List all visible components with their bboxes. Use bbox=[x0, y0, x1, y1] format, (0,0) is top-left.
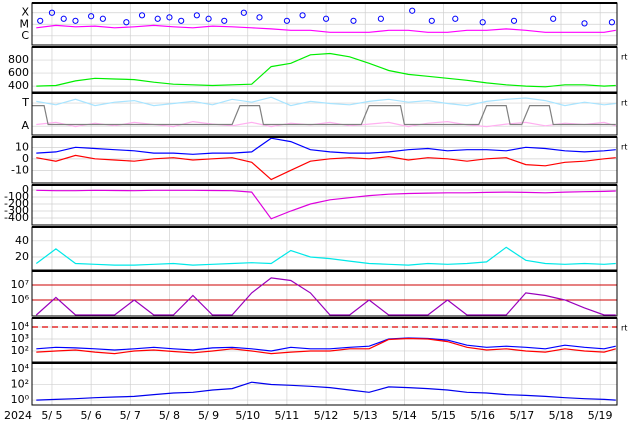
plot-area bbox=[36, 7, 616, 33]
plot-area bbox=[35, 246, 616, 266]
y-tick-label: 10⁷ bbox=[11, 278, 29, 291]
marker bbox=[88, 13, 95, 20]
marker bbox=[377, 15, 384, 22]
y-tick-label: 800 bbox=[8, 53, 29, 66]
y-tick-label: -10 bbox=[11, 163, 29, 176]
x-tick-label: 5/10 bbox=[235, 409, 260, 422]
marker bbox=[409, 7, 416, 14]
marker bbox=[608, 19, 616, 26]
y-tick-label: M bbox=[20, 17, 30, 30]
x-tick-label: 5/18 bbox=[549, 409, 574, 422]
annotation: rt bbox=[621, 99, 627, 108]
marker bbox=[283, 17, 291, 24]
series-line bbox=[36, 337, 616, 352]
marker bbox=[510, 17, 518, 24]
marker bbox=[138, 12, 146, 19]
marker bbox=[240, 9, 247, 16]
plot-area bbox=[36, 52, 616, 88]
series-line bbox=[36, 96, 616, 107]
y-tick-label: -400 bbox=[4, 211, 29, 224]
marker bbox=[48, 9, 56, 16]
series-line bbox=[36, 337, 616, 355]
marker bbox=[166, 14, 173, 21]
marker bbox=[37, 17, 44, 24]
annotation: rt bbox=[621, 143, 627, 152]
y-tick-label: 10 bbox=[15, 140, 29, 153]
x-tick-label: 5/11 bbox=[275, 409, 300, 422]
marker bbox=[479, 19, 486, 26]
marker bbox=[72, 17, 79, 24]
y-tick-label: 10² bbox=[11, 378, 29, 391]
y-tick-label: 20 bbox=[15, 250, 29, 263]
x-tick-label: 5/ 6 bbox=[81, 409, 102, 422]
series-line bbox=[36, 137, 616, 155]
marker bbox=[221, 17, 228, 24]
marker bbox=[428, 17, 435, 24]
x-tick-label: 5/ 8 bbox=[159, 409, 180, 422]
series-line bbox=[35, 277, 616, 316]
y-tick-label: -300 bbox=[4, 204, 29, 217]
y-tick-label: T bbox=[21, 96, 29, 109]
x-tick-label: 5/ 7 bbox=[120, 409, 141, 422]
y-tick-label: 40 bbox=[15, 234, 29, 247]
x-tick-label: 5/ 5 bbox=[41, 409, 62, 422]
marker bbox=[581, 20, 588, 27]
y-tick-label: -100 bbox=[4, 190, 29, 203]
x-tick-label: 5/19 bbox=[588, 409, 613, 422]
annotation: rt bbox=[621, 324, 627, 333]
x-tick-label: 5/16 bbox=[470, 409, 495, 422]
marker bbox=[452, 15, 459, 22]
y-tick-label: 10⁰ bbox=[11, 393, 30, 406]
marker bbox=[350, 17, 357, 24]
marker bbox=[256, 14, 263, 21]
series-line bbox=[36, 189, 616, 220]
x-tick-label: 5/13 bbox=[353, 409, 378, 422]
plot-area bbox=[35, 277, 616, 316]
y-tick-label: C bbox=[21, 29, 29, 42]
x-tick-label: 5/15 bbox=[431, 409, 456, 422]
marker bbox=[154, 15, 161, 22]
x-tick-label: 5/17 bbox=[509, 409, 534, 422]
series-line bbox=[35, 246, 616, 266]
marker bbox=[60, 15, 67, 22]
marker bbox=[193, 12, 200, 19]
marker bbox=[550, 15, 557, 22]
marker bbox=[99, 15, 106, 22]
y-tick-label: 400 bbox=[8, 79, 29, 92]
marker bbox=[123, 19, 130, 26]
y-tick-label: 0 bbox=[22, 152, 29, 165]
x-tick-label: 5/ 9 bbox=[198, 409, 219, 422]
series-line bbox=[36, 120, 616, 128]
y-tick-label: -200 bbox=[4, 197, 29, 210]
y-tick-label: 600 bbox=[8, 66, 29, 79]
marker bbox=[205, 15, 212, 22]
marker bbox=[299, 12, 306, 19]
series-line bbox=[36, 154, 616, 181]
y-tick-label: 10² bbox=[11, 344, 29, 357]
plot-area bbox=[36, 381, 616, 401]
x-axis-label: 2024 bbox=[4, 409, 32, 422]
plot-area bbox=[32, 96, 616, 128]
plot-area bbox=[36, 189, 616, 220]
y-tick-label: A bbox=[21, 119, 29, 132]
y-tick-label: 10⁴ bbox=[11, 320, 30, 333]
y-tick-label: 0 bbox=[22, 183, 29, 196]
y-tick-label: X bbox=[21, 6, 29, 19]
y-tick-label: 10³ bbox=[11, 332, 29, 345]
series-line bbox=[36, 381, 616, 401]
y-tick-label: 10⁴ bbox=[11, 362, 30, 375]
plot-area bbox=[36, 137, 616, 181]
marker bbox=[178, 17, 185, 24]
annotation: rt bbox=[621, 53, 627, 62]
series-line bbox=[32, 105, 616, 126]
x-tick-label: 5/12 bbox=[314, 409, 339, 422]
y-tick-label: 10⁶ bbox=[11, 293, 30, 306]
x-tick-label: 5/14 bbox=[392, 409, 417, 422]
series-line bbox=[36, 24, 616, 33]
plot-area bbox=[36, 337, 616, 355]
series-line bbox=[36, 52, 616, 88]
marker bbox=[322, 15, 330, 22]
